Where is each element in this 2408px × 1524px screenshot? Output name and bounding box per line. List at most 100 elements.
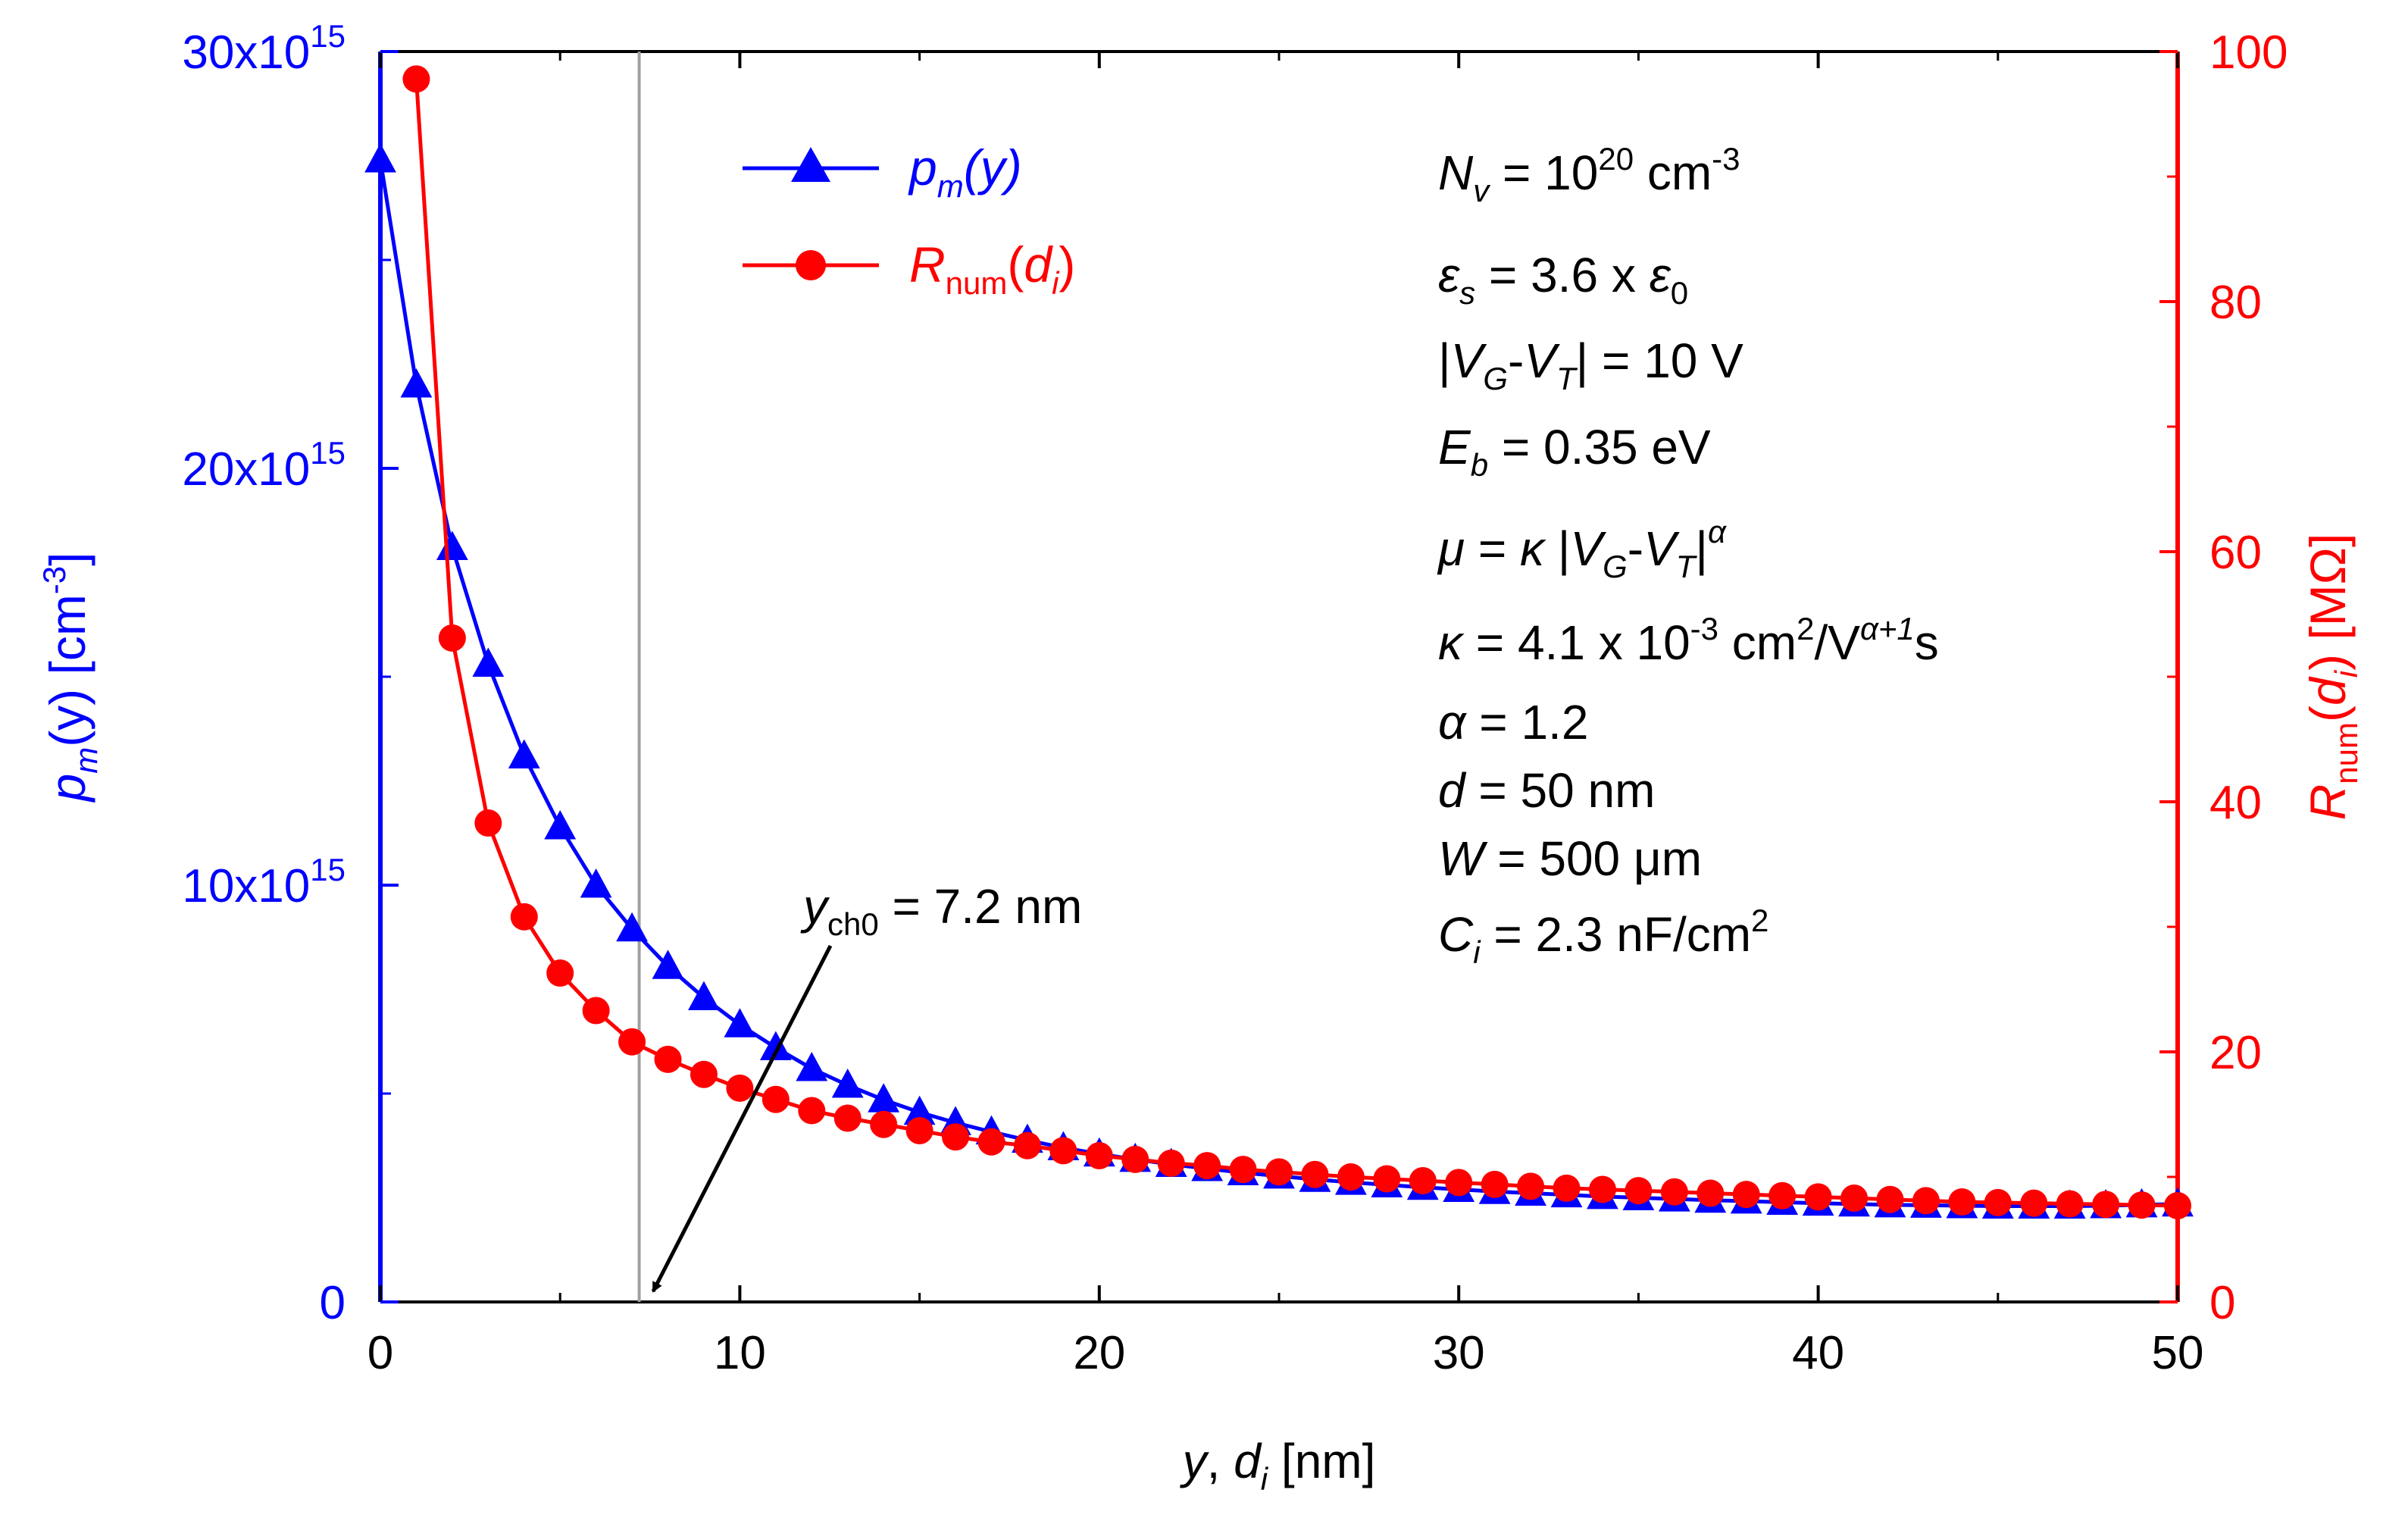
annotation-ych0: ych0 = 7.2 nm bbox=[800, 879, 1082, 942]
data-point-rnum bbox=[1984, 1188, 2012, 1216]
x-tick-label: 30 bbox=[1433, 1327, 1485, 1379]
data-point-rnum bbox=[474, 809, 502, 837]
data-point-pm bbox=[544, 810, 577, 840]
y-right-tick-label: 20 bbox=[2209, 1027, 2262, 1079]
y-left-tick-label: 0 bbox=[320, 1277, 346, 1329]
param-nv: Nv = 1020 cm-3 bbox=[1438, 141, 1740, 208]
data-point-pm bbox=[652, 950, 684, 979]
data-point-rnum bbox=[1912, 1187, 1940, 1215]
data-point-rnum bbox=[654, 1045, 682, 1073]
data-point-rnum bbox=[833, 1104, 862, 1132]
data-point-pm bbox=[831, 1069, 864, 1098]
param-w: W = 500 μm bbox=[1438, 831, 1702, 886]
data-point-rnum bbox=[1948, 1188, 1976, 1216]
data-point-rnum bbox=[798, 1097, 826, 1125]
y-right-tick-label: 0 bbox=[2209, 1277, 2235, 1329]
param-eps: εs = 3.6 x ε0 bbox=[1438, 248, 1688, 311]
data-point-rnum bbox=[1588, 1175, 1616, 1203]
data-point-rnum bbox=[1337, 1163, 1365, 1191]
data-point-rnum bbox=[2128, 1191, 2156, 1219]
y-right-tick-label: 100 bbox=[2209, 27, 2288, 79]
series-group bbox=[364, 65, 2194, 1219]
param-d: d = 50 nm bbox=[1438, 763, 1655, 818]
data-point-rnum bbox=[1697, 1179, 1725, 1207]
x-tick-label: 50 bbox=[2152, 1327, 2204, 1379]
y-left-tick-label: 20x1015 bbox=[182, 435, 346, 496]
data-point-rnum bbox=[1301, 1160, 1329, 1188]
data-point-rnum bbox=[1229, 1156, 1257, 1184]
x-tick-label: 10 bbox=[714, 1327, 766, 1379]
legend-label-rnum: Rnum(di) bbox=[909, 236, 1075, 301]
data-point-rnum bbox=[2164, 1191, 2191, 1219]
x-tick-label: 0 bbox=[367, 1327, 393, 1379]
data-point-rnum bbox=[1840, 1184, 1869, 1213]
data-point-rnum bbox=[1445, 1169, 1473, 1197]
param-ci: Ci = 2.3 nF/cm2 bbox=[1438, 903, 1768, 970]
param-vgvt: |VG-VT| = 10 V bbox=[1438, 333, 1743, 396]
data-point-pm bbox=[364, 143, 396, 173]
data-point-rnum bbox=[977, 1128, 1005, 1156]
data-point-rnum bbox=[1193, 1152, 1221, 1180]
data-point-pm bbox=[508, 739, 540, 768]
data-point-pm bbox=[400, 368, 433, 398]
data-point-rnum bbox=[1876, 1185, 1904, 1213]
data-point-pm bbox=[868, 1083, 900, 1112]
data-point-rnum bbox=[1409, 1166, 1437, 1194]
data-point-rnum bbox=[1481, 1170, 1509, 1198]
y-axis-label-right: Rnum(di) [MΩ] bbox=[2300, 534, 2364, 821]
y-left-tick-label: 10x1015 bbox=[182, 852, 346, 912]
legend-label-pm: pm(y) bbox=[908, 139, 1022, 204]
data-point-rnum bbox=[2092, 1191, 2120, 1219]
y-axis-label-left: pm(y) [cm-3] bbox=[36, 552, 104, 803]
tick-group: 0 10 20 30 40 50010x101520x101530x10150204060… bbox=[182, 18, 2288, 1379]
legend: pm(y) Rnum(di) bbox=[743, 139, 1075, 301]
x-tick-label: 40 bbox=[1792, 1327, 1844, 1379]
data-point-pm bbox=[688, 981, 720, 1010]
data-point-rnum bbox=[1804, 1183, 1832, 1211]
data-point-rnum bbox=[1768, 1181, 1797, 1209]
y-right-tick-label: 60 bbox=[2209, 527, 2262, 579]
data-point-pm bbox=[436, 530, 468, 560]
data-point-rnum bbox=[1265, 1158, 1293, 1186]
data-point-rnum bbox=[1157, 1149, 1185, 1177]
param-alpha: α = 1.2 bbox=[1438, 695, 1588, 749]
y-right-tick-label: 40 bbox=[2209, 777, 2262, 829]
data-point-rnum bbox=[618, 1028, 646, 1056]
param-mu: μ = κ |VG-VT|α bbox=[1437, 514, 1727, 584]
data-point-rnum bbox=[582, 997, 610, 1025]
x-axis-label: y, di [nm] bbox=[1180, 1434, 1376, 1497]
data-point-rnum bbox=[546, 959, 574, 987]
data-point-rnum bbox=[1732, 1181, 1760, 1209]
data-point-rnum bbox=[2056, 1190, 2084, 1218]
y-left-tick-label: 30x1015 bbox=[182, 18, 346, 79]
data-point-pm bbox=[472, 647, 505, 677]
data-point-rnum bbox=[1085, 1141, 1113, 1169]
data-point-pm bbox=[616, 912, 648, 942]
data-point-rnum bbox=[1049, 1137, 1077, 1165]
data-point-rnum bbox=[1660, 1178, 1688, 1206]
y-right-tick-label: 80 bbox=[2209, 277, 2262, 329]
data-point-rnum bbox=[690, 1060, 718, 1088]
data-point-rnum bbox=[1013, 1131, 1041, 1159]
data-point-pm bbox=[796, 1052, 828, 1081]
data-point-rnum bbox=[1373, 1165, 1401, 1193]
legend-marker-rnum bbox=[796, 250, 826, 280]
data-point-pm bbox=[724, 1008, 756, 1037]
x-tick-label: 20 bbox=[1073, 1327, 1125, 1379]
data-point-rnum bbox=[510, 903, 538, 931]
data-point-rnum bbox=[905, 1116, 933, 1144]
parameter-block: Nv = 1020 cm-3 εs = 3.6 x ε0 |VG-VT| = 1… bbox=[1437, 141, 1939, 970]
data-point-rnum bbox=[1553, 1174, 1581, 1202]
data-point-rnum bbox=[870, 1110, 898, 1138]
data-point-rnum bbox=[402, 65, 430, 93]
annotation-arrow bbox=[651, 944, 833, 1293]
data-point-rnum bbox=[726, 1074, 754, 1102]
data-point-rnum bbox=[1121, 1145, 1149, 1173]
data-point-rnum bbox=[761, 1085, 790, 1113]
data-point-rnum bbox=[2020, 1189, 2048, 1217]
legend-marker-pm bbox=[791, 147, 830, 182]
param-eb: Eb = 0.35 eV bbox=[1438, 420, 1711, 483]
data-point-pm bbox=[759, 1031, 792, 1060]
data-point-rnum bbox=[942, 1123, 970, 1151]
